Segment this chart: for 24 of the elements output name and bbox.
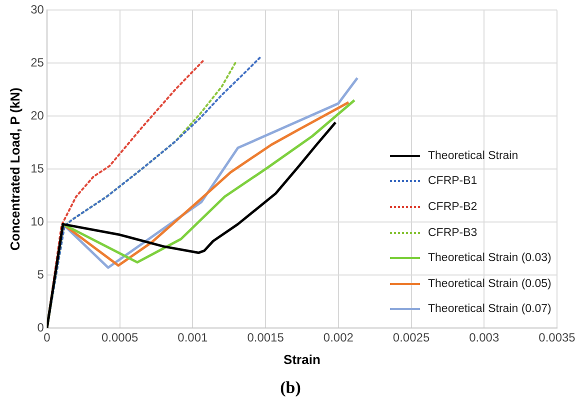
x-tick-label: 0.0005 [101, 330, 138, 345]
legend-label: Theoretical Strain (0.03) [428, 252, 552, 264]
y-tick-label: 5 [37, 267, 44, 282]
x-tick-label: 0.002 [323, 330, 354, 345]
legend-label: CFRP-B1 [428, 175, 478, 188]
y-tick-label: 30 [30, 2, 44, 17]
x-tick-label: 0.0025 [392, 330, 430, 345]
y-axis-title: Concentrated Load, P (kN) [7, 88, 22, 251]
x-tick-label: 0.0035 [538, 330, 576, 345]
y-tick-label: 25 [30, 55, 44, 70]
legend-label: Theoretical Strain (0.07) [428, 303, 552, 316]
y-tick-label: 15 [30, 161, 44, 176]
x-tick-label: 0.001 [178, 330, 208, 345]
x-tick-label: 0.0015 [247, 330, 284, 345]
legend-label: CFRP-B2 [428, 200, 478, 213]
y-tick-label: 20 [30, 108, 44, 122]
legend-label: CFRP-B3 [428, 226, 478, 239]
legend-label: Theoretical Strain (0.05) [428, 278, 552, 290]
x-tick-label: 0.003 [469, 330, 500, 345]
legend-label: Theoretical Strain [428, 150, 518, 162]
y-tick-label: 10 [30, 214, 44, 228]
x-axis-title: Strain [284, 352, 320, 367]
text: (b) [279, 378, 302, 398]
y-tick-label: 0 [37, 320, 44, 334]
